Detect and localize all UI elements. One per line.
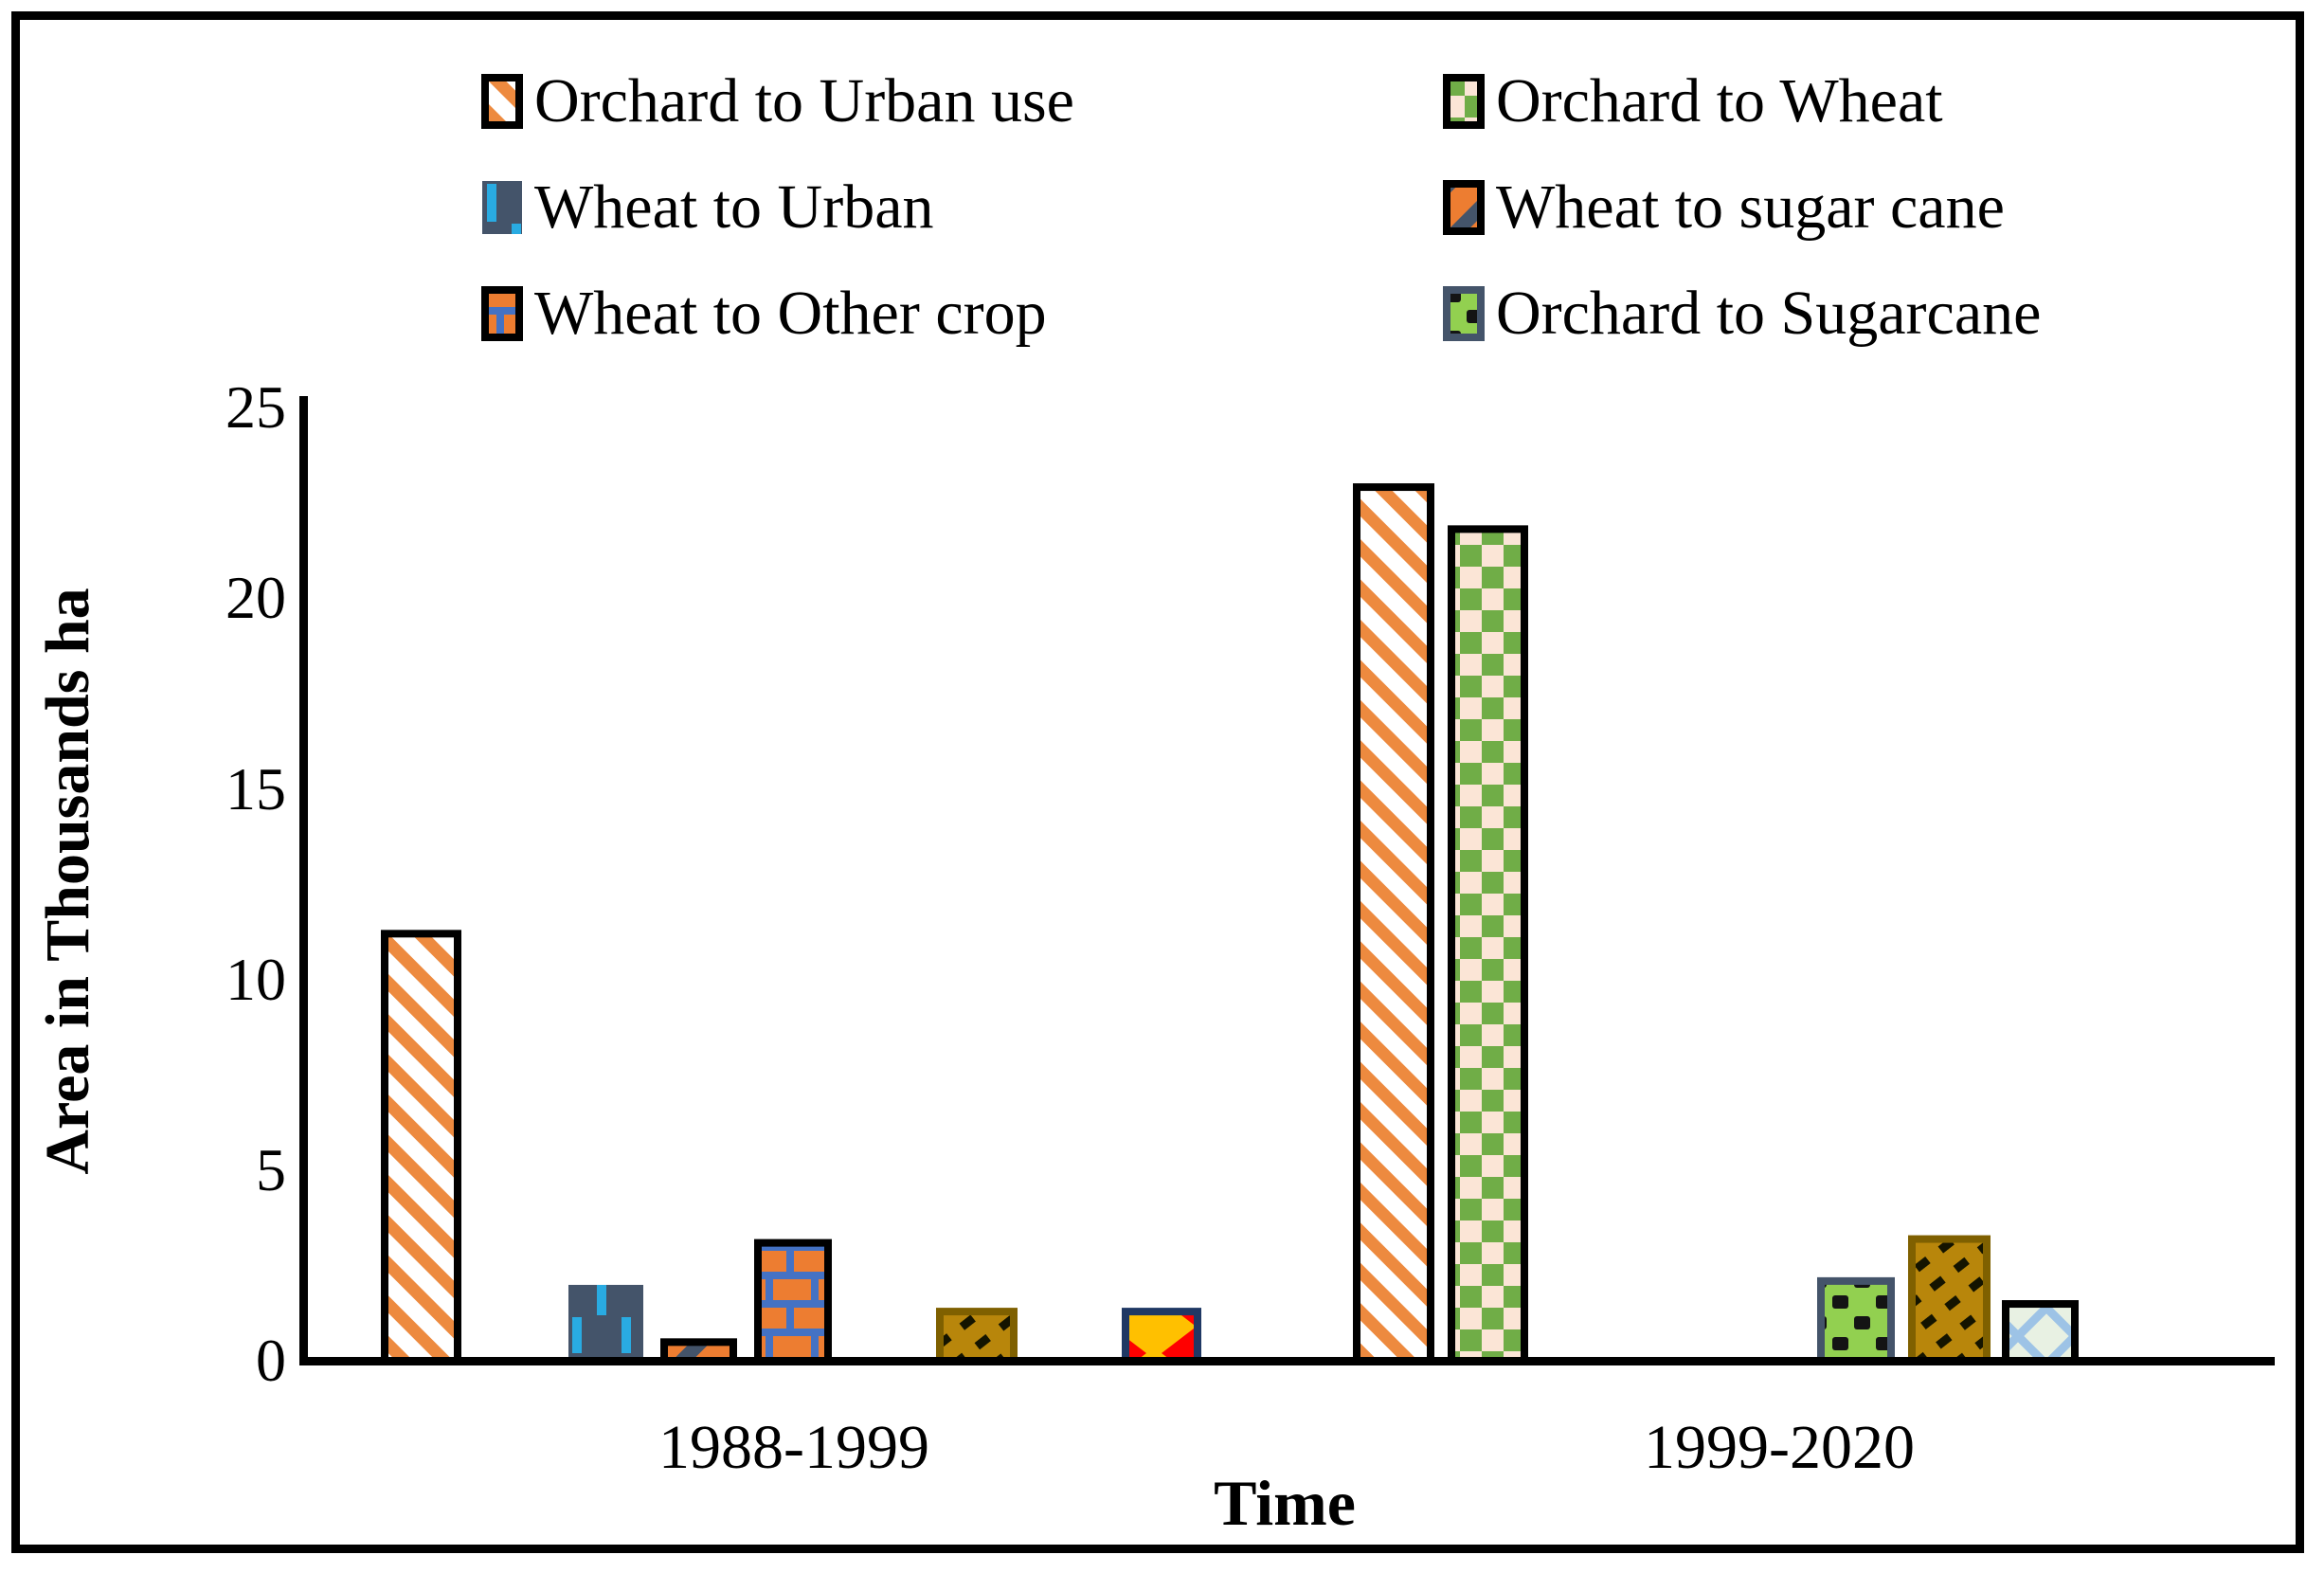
- legend-label: Orchard to Wheat: [1496, 66, 1943, 136]
- legend-swatch-wheat-other: [481, 286, 523, 341]
- y-tick-5: 5: [256, 1136, 286, 1203]
- legend-label: Orchard to Sugarcane: [1496, 279, 2042, 348]
- bar-wheat-to-urban-1988-1999: [568, 1284, 643, 1365]
- y-tick-25: 25: [225, 373, 286, 441]
- y-tick-15: 15: [225, 755, 286, 823]
- y-tick-20: 20: [225, 564, 286, 631]
- bar-orchard-to-sugarcane-1999-2020: [1817, 1276, 1895, 1366]
- bar-orchard-to-urban-use-1999-2020: [1353, 483, 1434, 1365]
- bar-unlabeled-gold-hatch-1999-2020: [1908, 1235, 1991, 1366]
- y-axis-line: [299, 396, 308, 1365]
- x-category-1999-2020: 1999-2020: [1644, 1413, 1915, 1482]
- legend-swatch-orchard-wheat: [1443, 74, 1485, 129]
- figure-border-frame: [11, 11, 2304, 1553]
- legend-item-orchard-to-urban-use: Orchard to Urban use: [481, 70, 1074, 133]
- legend-label: Wheat to Urban: [534, 172, 934, 242]
- legend-swatch-wheat-urban: [482, 181, 522, 234]
- bar-unlabeled-pale-lattice-1999-2020: [2002, 1300, 2079, 1366]
- y-axis-title: Area in Thousands ha: [33, 588, 102, 1175]
- legend-item-wheat-to-urban: Wheat to Urban: [481, 176, 934, 239]
- bar-orchard-to-wheat-1999-2020: [1448, 525, 1528, 1365]
- legend-label: Wheat to Other crop: [534, 279, 1047, 348]
- x-category-1988-1999: 1988-1999: [658, 1413, 929, 1482]
- legend-label: Wheat to sugar cane: [1496, 172, 2005, 242]
- bar-wheat-to-other-crop-1988-1999: [754, 1239, 832, 1365]
- legend-item-wheat-to-sugar-cane: Wheat to sugar cane: [1443, 176, 2005, 239]
- legend-item-orchard-to-sugarcane: Orchard to Sugarcane: [1443, 282, 2041, 345]
- bar-unlabeled-gold-hatch-1988-1999: [936, 1308, 1018, 1366]
- legend-swatch-wheat-sugarcane: [1443, 180, 1485, 235]
- bar-orchard-to-urban-use-1988-1999: [381, 930, 461, 1365]
- x-axis-title: Time: [1214, 1467, 1356, 1539]
- y-tick-0: 0: [256, 1327, 286, 1394]
- legend-label: Orchard to Urban use: [534, 66, 1074, 136]
- y-tick-10: 10: [225, 946, 286, 1013]
- legend-swatch-orchard-sugarcane: [1443, 286, 1485, 341]
- x-axis-line: [299, 1357, 2275, 1365]
- bar-unlabeled-yellow-red-triangles-1988-1999: [1122, 1308, 1201, 1366]
- legend-item-orchard-to-wheat: Orchard to Wheat: [1443, 70, 1943, 133]
- legend-swatch-orchard-urban: [481, 74, 523, 129]
- legend-item-wheat-to-other-crop: Wheat to Other crop: [481, 282, 1047, 345]
- bars-group: [381, 483, 2079, 1366]
